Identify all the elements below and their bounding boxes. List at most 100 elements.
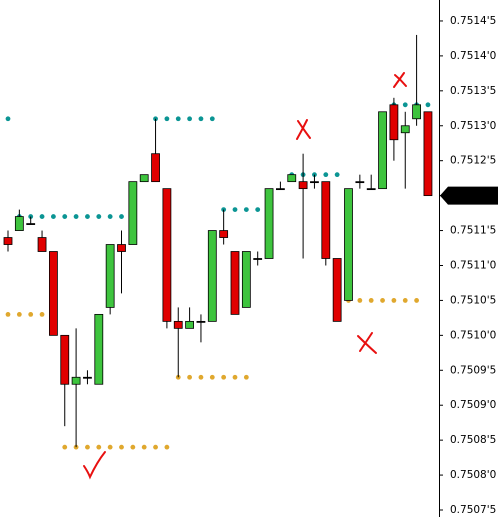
y-tick-label: 0.7511'0 [450, 259, 496, 271]
level-dot [402, 102, 408, 108]
candle-body [37, 237, 47, 252]
candle-body [49, 251, 58, 336]
level-dot [141, 444, 147, 450]
candle-body [207, 230, 217, 322]
candle-body [298, 181, 308, 190]
level-dot [119, 444, 124, 450]
level-dot [153, 444, 158, 450]
level-dot [164, 444, 170, 450]
y-tick-label: 0.7509'5 [450, 364, 496, 376]
level-dot [380, 298, 385, 303]
level-dot [209, 374, 215, 380]
y-tick-label: 0.7512'0 [450, 190, 496, 202]
level-dot [357, 298, 363, 303]
cross-mark [393, 72, 407, 88]
y-tick-label: 0.7508'0 [450, 469, 496, 481]
level-dot [73, 214, 79, 219]
candle-body [105, 244, 115, 308]
candle-body [275, 188, 285, 191]
candle-body [219, 230, 229, 238]
level-dot [85, 444, 90, 450]
level-dot [62, 444, 68, 450]
candle-body [26, 223, 36, 225]
candle-body [253, 258, 263, 260]
candle-body [60, 334, 70, 385]
candle-body [173, 320, 183, 329]
level-dot [334, 172, 340, 178]
candle-body [162, 188, 172, 322]
y-tick-label: 0.7508'5 [450, 434, 496, 446]
level-dot [175, 116, 181, 122]
level-dot [391, 298, 397, 303]
y-tick-label: 0.7510'0 [450, 329, 496, 341]
candle-body [196, 320, 206, 323]
candle-body [3, 237, 13, 245]
candle-body [389, 104, 399, 141]
candle-body [128, 181, 138, 245]
level-dot [119, 214, 124, 219]
y-tick-label: 0.7511'5 [450, 225, 496, 237]
check-mark [83, 451, 106, 480]
level-dot [5, 116, 11, 122]
y-tick-label: 0.7514'0 [450, 50, 496, 62]
level-dot [62, 214, 68, 219]
level-dot [232, 374, 238, 380]
candle-body [264, 188, 274, 259]
level-dot [39, 214, 45, 219]
candle-body [332, 258, 342, 322]
candle-body [14, 216, 24, 231]
last-price-marker [440, 186, 498, 205]
level-dot [198, 116, 204, 122]
level-dot [28, 311, 34, 317]
level-dot [255, 207, 261, 212]
level-dot [164, 116, 170, 122]
level-dot [107, 214, 113, 219]
candle-body [344, 188, 353, 301]
candle-body [241, 251, 251, 308]
y-tick-label: 0.7509'0 [450, 399, 496, 411]
level-dot [16, 311, 22, 317]
level-dot [39, 311, 45, 317]
level-dot [130, 444, 136, 450]
level-dot [368, 298, 374, 303]
level-dot [5, 311, 11, 317]
candle-body [310, 181, 319, 184]
y-tick-label: 0.7513'5 [450, 85, 496, 97]
level-dot [85, 214, 90, 219]
y-tick-label: 0.7507'5 [450, 504, 496, 516]
candle-body [400, 125, 410, 134]
candle-body [139, 174, 149, 183]
candle-body [117, 244, 126, 252]
level-dot [96, 444, 102, 450]
level-dot [209, 116, 215, 122]
level-dot [221, 374, 227, 380]
candle-body [321, 181, 331, 259]
y-tick-label: 0.7513'0 [450, 120, 496, 132]
y-tick-label: 0.7514'5 [450, 15, 496, 27]
level-dot [198, 374, 204, 380]
candle-body [366, 188, 376, 191]
candle-body [151, 153, 160, 183]
candle-body [230, 251, 240, 315]
level-dot [51, 214, 56, 219]
y-tick-label: 0.7510'5 [450, 294, 496, 306]
annotations [83, 72, 407, 480]
level-dot [414, 298, 419, 303]
candle-body [83, 376, 92, 379]
level-dot [323, 172, 329, 178]
level-dot [243, 207, 249, 212]
level-dot [96, 214, 102, 219]
candle-body [287, 174, 297, 183]
level-dot [425, 102, 431, 108]
candle-body [412, 104, 422, 120]
y-tick-label: 0.7512'5 [450, 155, 496, 167]
candle-body [378, 111, 387, 190]
candle-body [355, 181, 365, 184]
candle-body [71, 376, 81, 385]
candle-body [185, 320, 195, 329]
level-dot [402, 298, 408, 303]
candle-body [94, 313, 104, 385]
level-dot [107, 444, 113, 450]
cross-mark [357, 332, 377, 354]
